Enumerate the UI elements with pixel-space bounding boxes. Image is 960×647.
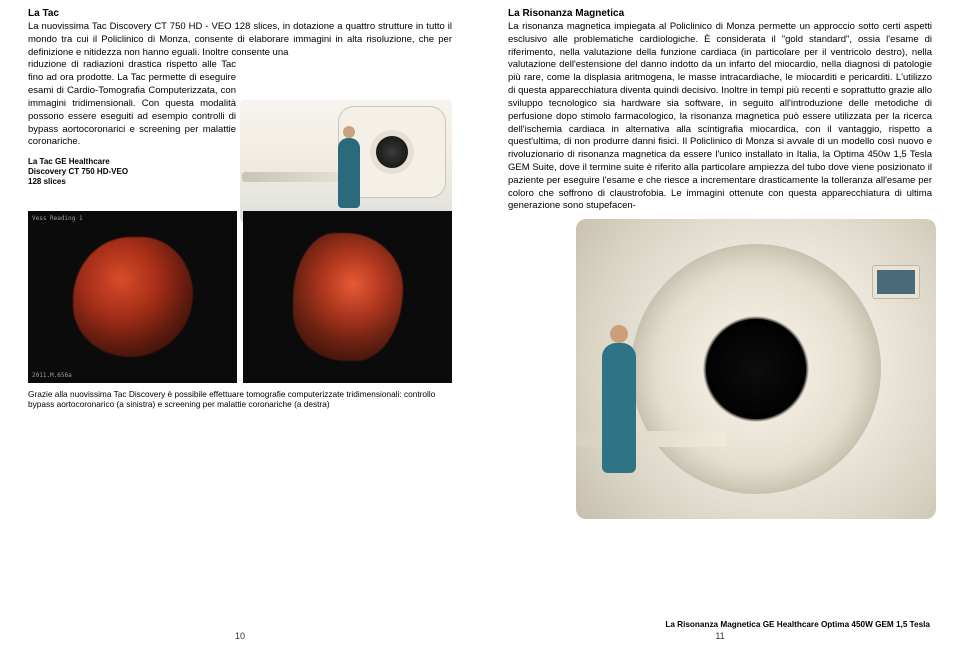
scan-row: Vess Reading 1 2011.M.656a xyxy=(28,211,452,383)
mri-scanner-photo xyxy=(576,219,936,519)
scan-blob xyxy=(293,233,403,361)
mri-table-shape xyxy=(576,431,726,447)
page-left: La Tac La nuovissima Tac Discovery CT 75… xyxy=(0,0,480,647)
mri-area xyxy=(508,219,932,627)
page-right: La Risonanza Magnetica La risonanza magn… xyxy=(480,0,960,647)
scan-overlay-text: 2011.M.656a xyxy=(32,372,72,379)
left-article: La Tac La nuovissima Tac Discovery CT 75… xyxy=(28,8,452,187)
mri-caption: La Risonanza Magnetica GE Healthcare Opt… xyxy=(665,620,930,629)
left-heading: La Tac xyxy=(28,8,452,19)
mri-ring-shape xyxy=(631,244,881,494)
mri-monitor-shape xyxy=(872,265,920,299)
right-heading: La Risonanza Magnetica xyxy=(508,8,932,19)
ct-scanner-photo xyxy=(240,100,452,222)
left-body-full: La nuovissima Tac Discovery CT 750 HD - … xyxy=(28,21,452,59)
left-body-narrow: riduzione di radiazioni drastica rispett… xyxy=(28,59,236,149)
scan-image-left: Vess Reading 1 2011.M.656a xyxy=(28,211,237,383)
ct-bore-shape xyxy=(370,130,414,174)
ct-nurse-shape xyxy=(338,138,360,208)
mri-bore-shape xyxy=(706,319,806,419)
page-number-right: 11 xyxy=(715,631,724,641)
scan-overlay-text: Vess Reading 1 xyxy=(32,215,83,222)
scan-image-right xyxy=(243,211,452,383)
mri-nurse-shape xyxy=(602,343,636,473)
scan-blob xyxy=(73,237,193,357)
right-body: La risonanza magnetica impiegata al Poli… xyxy=(508,21,932,213)
page-number-left: 10 xyxy=(235,631,245,641)
scan-caption: Grazie alla nuovissima Tac Discovery è p… xyxy=(28,389,452,410)
